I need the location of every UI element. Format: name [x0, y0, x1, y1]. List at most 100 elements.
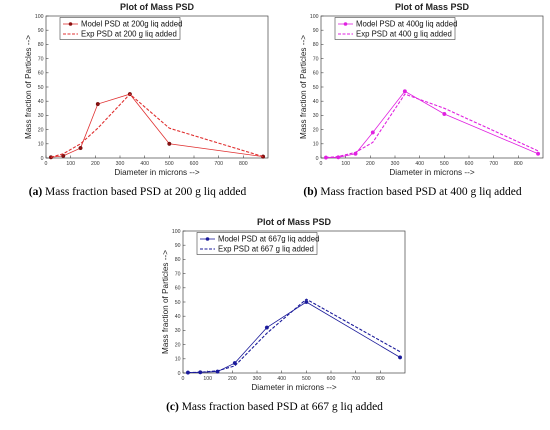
chart-2-ytick-label: 50	[175, 300, 181, 306]
caption-a: (a) Mass fraction based PSD at 200 g liq…	[0, 186, 275, 198]
chart-2-xtick-label: 500	[302, 376, 311, 382]
chart-0-title: Plot of Mass PSD	[120, 2, 195, 12]
chart-1-ytick-label: 10	[313, 142, 319, 148]
chart-2-xtick-label: 600	[327, 376, 336, 382]
chart-0-xtick-label: 600	[190, 161, 199, 167]
chart-1-xtick-label: 500	[440, 161, 449, 167]
chart-2-legend-box	[196, 232, 318, 255]
chart-1-xlabel: Diameter in microns -->	[389, 168, 475, 177]
chart-2-ytick-label: 20	[175, 342, 181, 348]
chart-0-legend-marker-0	[68, 22, 73, 26]
chart-1-ytick-label: 90	[313, 28, 319, 34]
chart-1-xtick-label: 100	[341, 161, 350, 167]
chart-2-xtick-label: 800	[376, 376, 385, 382]
chart-2-series-0-point	[264, 325, 269, 330]
chart-2-series-0-point	[304, 299, 309, 304]
chart-0-xtick-label: 100	[66, 161, 75, 167]
caption-c-label: (c)	[166, 401, 179, 413]
chart-0-ytick-label: 30	[38, 113, 44, 119]
chart-0-ytick-label: 80	[38, 42, 44, 48]
chart-0-series-0-line	[50, 93, 264, 158]
chart-2-xtick-label: 100	[203, 376, 212, 382]
chart-0-ytick-label: 50	[38, 85, 44, 91]
chart-1-legend-entry-0: Model PSD at 400g liq added	[356, 20, 457, 29]
chart-1-series-0-line	[325, 90, 539, 158]
chart-1-ytick-label: 70	[313, 56, 319, 62]
chart-0-ytick-label: 60	[38, 71, 44, 77]
chart-2-series-0-point	[232, 361, 237, 366]
chart-2-ytick-label: 30	[175, 328, 181, 334]
chart-1-legend-box	[334, 17, 456, 40]
chart-2-xtick-label: 0	[182, 376, 185, 382]
chart-2-ytick-label: 0	[178, 371, 181, 377]
chart-1-xtick-label: 800	[514, 161, 523, 167]
chart-2-series-1-line	[187, 298, 401, 374]
caption-b-label: (b)	[303, 186, 318, 198]
chart-1-ytick-label: 80	[313, 42, 319, 48]
chart-0-series-0-point	[167, 141, 172, 146]
chart-0-ytick-label: 40	[38, 99, 44, 105]
chart-2-legend-marker-0	[205, 237, 210, 241]
chart-2-xtick-label: 200	[228, 376, 237, 382]
chart-1-series-0-point	[442, 111, 447, 116]
chart-1-ytick-label: 0	[316, 156, 319, 162]
chart-2-xtick-label: 700	[351, 376, 360, 382]
chart-0-series-0-point	[95, 102, 100, 107]
chart-0-legend-box	[59, 17, 181, 40]
chart-1-ytick-label: 20	[313, 127, 319, 133]
chart-0-xtick-label: 800	[239, 161, 248, 167]
chart-0-xtick-label: 300	[116, 161, 125, 167]
caption-b: (b) Mass fraction based PSD at 400 g liq…	[275, 186, 550, 198]
chart-b: Plot of Mass PSD 0 10 20 30 40 50 60 70 80 90 100 0 1…	[299, 2, 544, 177]
chart-panel-a: Plot of Mass PSD 0 10 20 30 40 50 60 70 80 90 100 0 1…	[0, 0, 275, 215]
chart-1-xtick-label: 600	[465, 161, 474, 167]
chart-0-ytick-label: 20	[38, 127, 44, 133]
chart-1-title: Plot of Mass PSD	[395, 2, 470, 12]
chart-1-ytick-label: 50	[313, 85, 319, 91]
chart-0-series-0-point	[78, 146, 83, 151]
chart-0-xtick-label: 700	[214, 161, 223, 167]
chart-0-series-1-line	[50, 93, 264, 158]
chart-1-xtick-label: 300	[391, 161, 400, 167]
caption-a-label: (a)	[28, 186, 43, 198]
chart-0-legend-entry-0: Model PSD at 200g liq added	[81, 20, 182, 29]
chart-2-ytick-label: 100	[172, 229, 181, 235]
chart-2-legend-entry-0: Model PSD at 667g liq added	[218, 235, 319, 244]
chart-2-xlabel: Diameter in microns -->	[251, 383, 337, 392]
chart-1-legend-entry-1: Exp PSD at 400 g liq added	[356, 30, 452, 39]
chart-1-series-0-point	[536, 151, 541, 156]
chart-2-ytick-label: 90	[175, 243, 181, 249]
chart-1-ylabel: Mass fraction of Particles -->	[299, 35, 308, 139]
chart-0-xtick-label: 200	[91, 161, 100, 167]
chart-1-series-1-line	[325, 93, 539, 159]
chart-a: Plot of Mass PSD 0 10 20 30 40 50 60 70 80 90 100 0 1…	[24, 2, 269, 177]
chart-1-series-0-point	[402, 89, 407, 94]
chart-0-ytick-label: 10	[38, 142, 44, 148]
chart-c: Plot of Mass PSD 0 10 20 30 40 50 60 70 80 90 100 0 1…	[161, 217, 406, 392]
chart-2-ytick-label: 40	[175, 314, 181, 320]
chart-panel-b: Plot of Mass PSD 0 10 20 30 40 50 60 70 80 90 100 0 1…	[275, 0, 550, 215]
chart-2-ylabel: Mass fraction of Particles -->	[161, 250, 170, 354]
chart-2-xtick-label: 400	[277, 376, 286, 382]
chart-1-ytick-label: 40	[313, 99, 319, 105]
chart-1-ytick-label: 60	[313, 71, 319, 77]
chart-1-xtick-label: 700	[489, 161, 498, 167]
chart-2-series-0-line	[187, 301, 401, 373]
chart-1-legend-marker-0	[343, 22, 348, 26]
chart-0-ytick-label: 90	[38, 28, 44, 34]
chart-2-ytick-label: 10	[175, 357, 181, 363]
caption-a-text: Mass fraction based PSD at 200 g liq add…	[42, 186, 247, 198]
chart-1-xtick-label: 200	[366, 161, 375, 167]
chart-1-ytick-label: 30	[313, 113, 319, 119]
chart-1-xtick-label: 400	[415, 161, 424, 167]
chart-2-ytick-label: 60	[175, 286, 181, 292]
chart-0-xlabel: Diameter in microns -->	[114, 168, 200, 177]
chart-0-ytick-label: 70	[38, 56, 44, 62]
chart-panel-c: Plot of Mass PSD 0 10 20 30 40 50 60 70 80 90 100 0 1…	[137, 215, 412, 430]
chart-1-xtick-label: 0	[320, 161, 323, 167]
chart-0-legend-entry-1: Exp PSD at 200 g liq added	[81, 30, 177, 39]
chart-2-legend-entry-1: Exp PSD at 667 g liq added	[218, 245, 314, 254]
chart-1-ytick-label: 100	[310, 14, 319, 20]
